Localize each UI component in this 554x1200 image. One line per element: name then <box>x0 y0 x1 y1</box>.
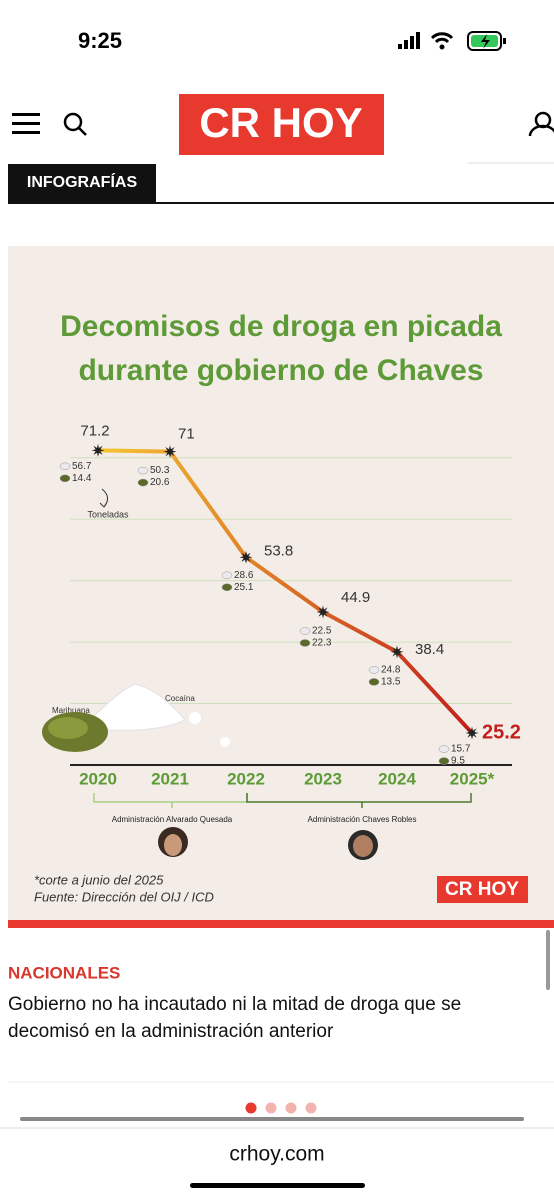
breakdown-label: 9.5 <box>451 756 465 767</box>
breakdown-icon <box>59 462 71 471</box>
carousel-dots[interactable] <box>245 1102 317 1114</box>
tab-box[interactable] <box>8 164 156 202</box>
breakdown-label: 13.5 <box>381 677 401 688</box>
data-point <box>465 726 479 740</box>
data-point <box>316 605 330 619</box>
breakdown-label: 50.3 <box>150 465 170 476</box>
status-time: 9:25 <box>78 28 122 53</box>
chart-title: durante gobierno de Chaves <box>78 354 483 387</box>
breakdown-label: 24.8 <box>381 665 401 676</box>
footnote: *corte a junio del 2025 <box>34 872 164 887</box>
value-label: 25.2 <box>482 721 521 743</box>
data-point <box>91 443 105 457</box>
x-tick-label: 2022 <box>227 769 265 788</box>
period-bracket <box>246 793 472 803</box>
logo-box[interactable] <box>179 94 384 155</box>
breakdown-icon <box>221 571 233 580</box>
x-tick-label: 2021 <box>151 769 189 788</box>
value-label: 53.8 <box>264 542 293 559</box>
data-point <box>390 645 404 659</box>
breakdown-label: 56.7 <box>72 461 92 472</box>
logo[interactable]: CR HOY <box>199 99 362 146</box>
breakdown-icon <box>299 639 311 647</box>
section-tab[interactable]: INFOGRAFÍAS <box>27 172 138 191</box>
breakdown-label: 22.3 <box>312 638 332 649</box>
chart: Decomisos de droga en picada durante gob… <box>34 310 528 904</box>
chart-title: Decomisos de droga en picada <box>60 310 502 343</box>
breakdown-icon <box>438 757 450 765</box>
footnote: Fuente: Dirección del OIJ / ICD <box>34 889 214 904</box>
annotation: Marihuana <box>52 706 90 715</box>
unit-label: Toneladas <box>87 509 129 519</box>
breakdown-icon <box>368 666 380 674</box>
portrait <box>158 827 188 857</box>
breakdown-label: 14.4 <box>72 473 92 484</box>
value-label: 71 <box>178 426 195 443</box>
panel-strip <box>8 920 554 928</box>
x-tick-label: 2020 <box>79 769 117 788</box>
breakdown-label: 25.1 <box>234 582 254 593</box>
menu-icon[interactable] <box>12 113 40 134</box>
value-label: 71.2 <box>80 422 109 439</box>
x-tick-label: 2023 <box>304 769 342 788</box>
annotation: Cocaína <box>165 694 195 703</box>
breakdown-icon <box>137 466 149 475</box>
brand-box <box>437 876 528 903</box>
x-tick-label: 2024 <box>378 769 416 788</box>
period-label: Administración Alvarado Quesada <box>112 815 233 824</box>
breakdown-icon <box>368 678 380 686</box>
data-point <box>163 445 177 459</box>
status-icons <box>398 31 506 51</box>
article-headline[interactable]: Gobierno no ha incautado ni la mitad de … <box>8 994 461 1015</box>
unit-arrow <box>99 488 108 508</box>
breakdown-icon <box>59 474 71 483</box>
breakdown-label: 15.7 <box>451 744 471 755</box>
period-label: Administración Chaves Robles <box>308 815 417 824</box>
value-label: 38.4 <box>415 641 444 658</box>
user-icon[interactable] <box>528 111 554 137</box>
portrait <box>348 830 378 860</box>
article-headline[interactable]: decomisó en la administración anterior <box>8 1021 334 1042</box>
h-scrollbar <box>20 1117 524 1121</box>
breakdown-icon <box>438 745 450 753</box>
breakdown-label: 20.6 <box>150 477 170 488</box>
breakdown-label: 28.6 <box>234 570 254 581</box>
breakdown-label: 22.5 <box>312 626 332 637</box>
cocaine-illustration <box>87 683 230 747</box>
breakdown-icon <box>137 478 149 487</box>
brand: CR HOY <box>445 879 519 900</box>
scrollbar <box>546 930 550 990</box>
url-text[interactable]: crhoy.com <box>229 1143 324 1166</box>
breakdown-icon <box>299 627 311 635</box>
value-label: 44.9 <box>341 589 370 606</box>
breakdown-icon <box>221 583 233 592</box>
article-section[interactable]: NACIONALES <box>8 963 120 982</box>
x-tick-label: 2025* <box>450 769 495 788</box>
search-icon[interactable] <box>63 112 87 136</box>
marijuana-illustration <box>42 712 108 752</box>
home-indicator <box>190 1183 365 1188</box>
data-line <box>97 448 474 735</box>
data-point <box>239 550 253 564</box>
